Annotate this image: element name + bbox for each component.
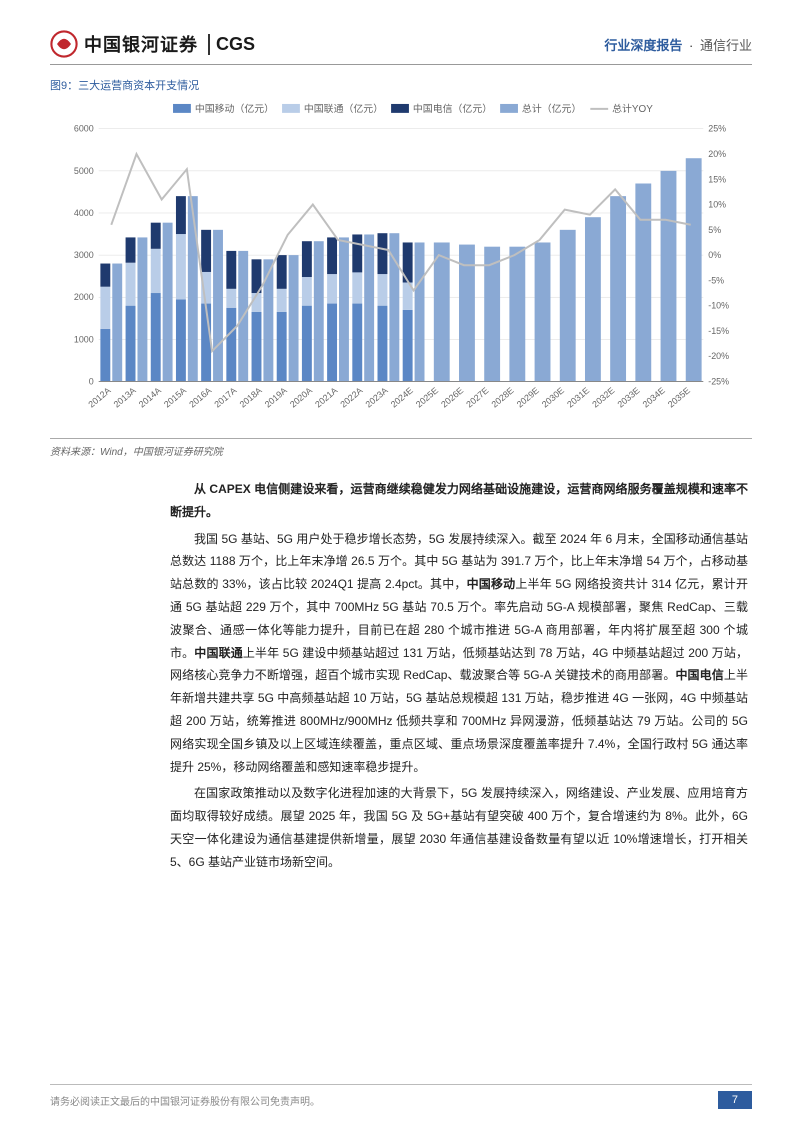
svg-text:中国电信（亿元）: 中国电信（亿元） bbox=[413, 102, 492, 115]
header-industry: 通信行业 bbox=[700, 38, 752, 53]
logo-text-cn: 中国银河证券 bbox=[84, 31, 198, 57]
svg-text:2028E: 2028E bbox=[489, 385, 515, 409]
svg-text:4000: 4000 bbox=[74, 208, 94, 218]
svg-text:-10%: -10% bbox=[708, 301, 729, 311]
svg-text:2018A: 2018A bbox=[238, 385, 264, 409]
svg-text:15%: 15% bbox=[708, 174, 726, 184]
svg-text:3000: 3000 bbox=[74, 250, 94, 260]
svg-text:中国移动（亿元）: 中国移动（亿元） bbox=[195, 102, 274, 115]
footer-divider bbox=[50, 1084, 752, 1085]
svg-text:总计（亿元）: 总计（亿元） bbox=[522, 102, 581, 115]
svg-text:2027E: 2027E bbox=[464, 385, 490, 409]
svg-text:10%: 10% bbox=[708, 200, 726, 210]
svg-text:2020A: 2020A bbox=[288, 385, 314, 409]
para3: 在国家政策推动以及数字化进程加速的大背景下，5G 发展持续深入，网络建设、产业发… bbox=[170, 782, 748, 873]
page-number: 7 bbox=[718, 1091, 752, 1109]
svg-text:2013A: 2013A bbox=[112, 385, 138, 409]
capex-chart-svg: 0 1000 2000 3000 4000 5000 6000 -25% -20% -15% -10… bbox=[50, 99, 752, 436]
svg-text:6000: 6000 bbox=[74, 124, 94, 134]
svg-text:20%: 20% bbox=[708, 149, 726, 159]
svg-text:2022A: 2022A bbox=[338, 385, 364, 409]
svg-text:2019A: 2019A bbox=[263, 385, 289, 409]
galaxy-logo-icon bbox=[50, 30, 78, 58]
svg-text:2023A: 2023A bbox=[364, 385, 390, 409]
page-header: 中国银河证券 CGS 行业深度报告 · 通信行业 bbox=[50, 30, 752, 65]
body-text: 从 CAPEX 电信侧建设来看，运营商继续稳健发力网络基础设施建设，运营商网络服… bbox=[50, 478, 752, 874]
svg-text:2000: 2000 bbox=[74, 292, 94, 302]
svg-text:-25%: -25% bbox=[708, 376, 729, 386]
svg-text:2025E: 2025E bbox=[414, 385, 440, 409]
svg-text:2014A: 2014A bbox=[137, 385, 163, 409]
figure-title: 图9：三大运营商资本开支情况 bbox=[50, 77, 752, 93]
svg-text:-5%: -5% bbox=[708, 275, 724, 285]
para2: 我国 5G 基站、5G 用户处于稳步增长态势，5G 发展持续深入。截至 2024… bbox=[170, 528, 748, 779]
header-dot: · bbox=[689, 38, 693, 53]
svg-text:0%: 0% bbox=[708, 250, 721, 260]
svg-text:2030E: 2030E bbox=[540, 385, 566, 409]
capex-chart: 0 1000 2000 3000 4000 5000 6000 -25% -20% -15% -10… bbox=[50, 99, 752, 439]
svg-text:0: 0 bbox=[89, 376, 94, 386]
svg-text:总计YOY: 总计YOY bbox=[612, 102, 653, 115]
para1-lead: 从 CAPEX 电信侧建设来看，运营商继续稳健发力网络基础设施建设，运营商网络服… bbox=[170, 482, 748, 519]
svg-text:5000: 5000 bbox=[74, 166, 94, 176]
svg-text:2015A: 2015A bbox=[162, 385, 188, 409]
svg-text:中国联通（亿元）: 中国联通（亿元） bbox=[304, 102, 383, 115]
page-footer: 请务必阅读正文最后的中国银河证券股份有限公司免责声明。 7 bbox=[50, 1091, 752, 1109]
svg-text:2021A: 2021A bbox=[313, 385, 339, 409]
svg-text:2031E: 2031E bbox=[565, 385, 591, 409]
svg-text:2035E: 2035E bbox=[666, 385, 692, 409]
header-category: 行业深度报告 · 通信行业 bbox=[604, 35, 752, 54]
svg-text:2029E: 2029E bbox=[515, 385, 541, 409]
svg-text:2017A: 2017A bbox=[212, 385, 238, 409]
svg-text:1000: 1000 bbox=[74, 334, 94, 344]
svg-text:2016A: 2016A bbox=[187, 385, 213, 409]
svg-text:2033E: 2033E bbox=[615, 385, 641, 409]
svg-text:-20%: -20% bbox=[708, 351, 729, 361]
header-report-type: 行业深度报告 bbox=[604, 38, 682, 53]
svg-text:2026E: 2026E bbox=[439, 385, 465, 409]
figure-source: 资料来源：Wind，中国银河证券研究院 bbox=[50, 443, 752, 458]
svg-text:5%: 5% bbox=[708, 225, 721, 235]
svg-text:-15%: -15% bbox=[708, 326, 729, 336]
svg-text:2032E: 2032E bbox=[590, 385, 616, 409]
logo: 中国银河证券 CGS bbox=[50, 30, 255, 58]
svg-text:2012A: 2012A bbox=[86, 385, 112, 409]
footer-disclaimer: 请务必阅读正文最后的中国银河证券股份有限公司免责声明。 bbox=[50, 1093, 320, 1108]
logo-text-en: CGS bbox=[208, 34, 255, 55]
svg-text:25%: 25% bbox=[708, 124, 726, 134]
svg-text:2034E: 2034E bbox=[641, 385, 667, 409]
svg-text:2024E: 2024E bbox=[389, 385, 415, 409]
